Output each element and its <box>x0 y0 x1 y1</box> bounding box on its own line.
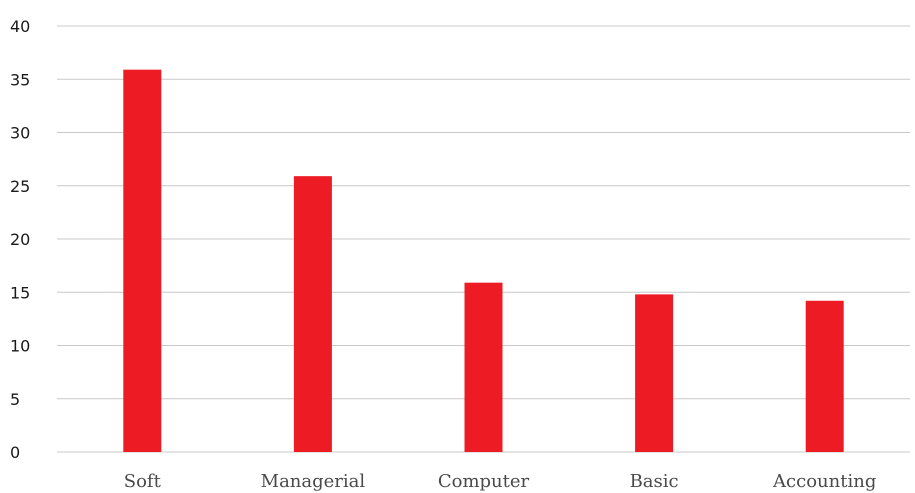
y-tick-label: 15 <box>10 283 30 302</box>
x-tick-label-accounting: Accounting <box>772 471 876 492</box>
y-tick-label: 5 <box>10 390 20 409</box>
y-tick-label: 0 <box>10 443 20 462</box>
bar-basic <box>635 294 673 452</box>
y-axis-tick-labels: 0 5 10 15 20 25 30 35 40 <box>10 17 30 462</box>
x-tick-label-managerial: Managerial <box>261 471 366 492</box>
x-axis-category-labels: Soft Managerial Computer Basic Accounting <box>124 471 877 492</box>
y-tick-label: 35 <box>10 70 30 89</box>
y-tick-label: 20 <box>10 230 30 249</box>
x-tick-label-basic: Basic <box>630 471 679 492</box>
bars <box>123 70 843 452</box>
x-tick-label-soft: Soft <box>124 471 162 492</box>
y-tick-label: 40 <box>10 17 30 36</box>
y-tick-label: 30 <box>10 124 30 143</box>
y-tick-label: 25 <box>10 177 30 196</box>
bar-soft <box>123 70 161 452</box>
x-tick-label-computer: Computer <box>438 471 530 492</box>
bar-accounting <box>806 301 844 452</box>
y-tick-label: 10 <box>10 337 30 356</box>
bar-managerial <box>294 176 332 452</box>
bar-computer <box>465 283 503 452</box>
